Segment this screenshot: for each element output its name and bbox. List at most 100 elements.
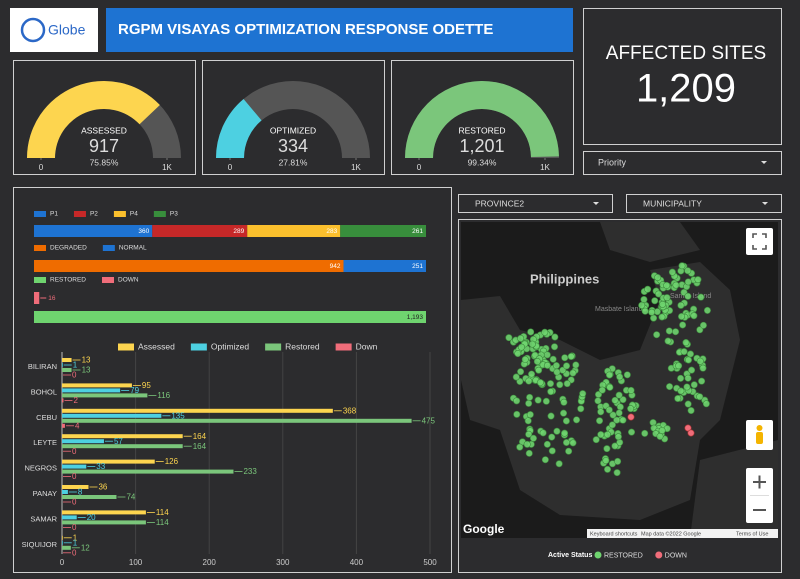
- dropdown-arrow[interactable]: [761, 161, 767, 164]
- map-marker: [556, 381, 564, 389]
- map-marker: [684, 400, 692, 408]
- legend-swatch: [102, 277, 114, 283]
- zoom-controls[interactable]: [746, 468, 773, 523]
- bar-value-label: 114: [156, 508, 169, 517]
- gauge-value: [216, 98, 262, 158]
- map-marker: [562, 417, 570, 425]
- map-marker: [528, 370, 536, 378]
- map-marker: [611, 442, 619, 450]
- map-footer-text: Map data ©2022 Google: [641, 530, 701, 537]
- y-tick-label: BOHOL: [31, 387, 57, 396]
- bar: [62, 388, 121, 393]
- pegman-button[interactable]: [746, 420, 773, 450]
- map-marker: [525, 449, 533, 457]
- legend-swatch: [102, 245, 115, 251]
- map-marker: [696, 393, 704, 401]
- bar: [62, 469, 234, 474]
- map-marker: [699, 364, 707, 372]
- map-marker-down: [627, 413, 635, 421]
- pegman-head[interactable]: [756, 425, 763, 431]
- map-marker: [663, 281, 671, 289]
- municipality-dropdown[interactable]: MUNICIPALITY: [626, 194, 782, 213]
- x-tick-label: 0: [60, 558, 65, 567]
- map-marker: [603, 445, 611, 453]
- legend-swatch: [335, 343, 352, 351]
- pegman-body[interactable]: [756, 432, 763, 444]
- map-marker: [548, 447, 556, 455]
- map-marker: [513, 410, 521, 418]
- province-dropdown[interactable]: PROVINCE2: [458, 194, 613, 213]
- bar-value-label: 4: [75, 421, 80, 430]
- bar: [34, 292, 40, 304]
- gauge-percent: 75.85%: [90, 157, 119, 167]
- dropdown-label[interactable]: Priority: [598, 157, 627, 167]
- map-marker: [517, 343, 525, 351]
- map-marker: [684, 278, 692, 286]
- map-marker: [690, 381, 698, 389]
- map-marker: [529, 434, 537, 442]
- dropdown-box[interactable]: [458, 194, 613, 213]
- logo-box: [10, 8, 98, 52]
- map-marker: [699, 321, 707, 329]
- dropdown-box[interactable]: [626, 194, 782, 213]
- map-marker: [684, 374, 692, 382]
- legend-swatch: [34, 245, 46, 251]
- dropdown-arrow[interactable]: [762, 202, 768, 205]
- map-marker: [553, 368, 561, 376]
- legend-label: Restored: [285, 341, 320, 351]
- dropdown-arrow[interactable]: [593, 202, 599, 205]
- legend-swatch: [153, 211, 166, 217]
- fullscreen-icon[interactable]: [752, 233, 767, 250]
- logo-icon: [20, 17, 46, 43]
- bar-value-label: 0: [72, 523, 77, 532]
- bar: [62, 363, 63, 367]
- map-panel: [458, 219, 782, 573]
- legend-label: Optimized: [211, 341, 250, 351]
- bar-value-label: 368: [343, 406, 357, 415]
- bar-value-label: 8: [78, 488, 83, 497]
- gauge-value: [27, 81, 160, 158]
- dropdown-box[interactable]: [583, 151, 782, 175]
- bar-value-label: 251: [412, 263, 423, 270]
- gauge-label: ASSESSED: [81, 125, 127, 135]
- bar-value-label: 114: [156, 518, 169, 527]
- fullscreen-button[interactable]: [746, 228, 773, 255]
- map-marker: [527, 328, 535, 336]
- map-marker: [651, 297, 659, 305]
- dropdown-label[interactable]: PROVINCE2: [475, 198, 524, 208]
- map-marker: [684, 292, 692, 300]
- map-footer-link[interactable]: Terms of Use: [736, 531, 768, 537]
- map-marker: [597, 431, 605, 439]
- bar: [62, 368, 72, 372]
- gauge-value-label: 334: [278, 136, 308, 156]
- bar-value-label: 1: [73, 533, 78, 542]
- zoom-in-icon[interactable]: [753, 475, 766, 489]
- map-footer-link[interactable]: Keyboard shortcuts: [590, 531, 638, 537]
- y-tick-label: CEBU: [36, 413, 57, 422]
- map-marker: [623, 371, 631, 379]
- dropdown-label[interactable]: MUNICIPALITY: [643, 198, 702, 208]
- bar-segment: [340, 225, 426, 237]
- map-marker: [690, 312, 698, 320]
- bar-value-label: 289: [233, 228, 244, 235]
- map-marker: [560, 409, 568, 417]
- map-marker: [549, 355, 557, 363]
- gauge-panel: [13, 60, 196, 175]
- map-marker: [572, 361, 580, 369]
- map-marker: [551, 343, 559, 351]
- map-marker: [517, 368, 525, 376]
- button-bg[interactable]: [746, 228, 773, 255]
- priority-dropdown[interactable]: Priority: [583, 151, 782, 175]
- legend-label: DOWN: [665, 552, 687, 559]
- map-marker: [640, 296, 648, 304]
- map-marker: [658, 313, 666, 321]
- map-marker: [512, 373, 520, 381]
- map-marker: [654, 274, 662, 282]
- bar-value-label: 164: [193, 442, 207, 451]
- bar: [62, 485, 89, 489]
- bar: [62, 358, 72, 362]
- map-marker: [525, 430, 533, 438]
- legend-label: RESTORED: [50, 277, 86, 284]
- map-marker: [603, 431, 611, 439]
